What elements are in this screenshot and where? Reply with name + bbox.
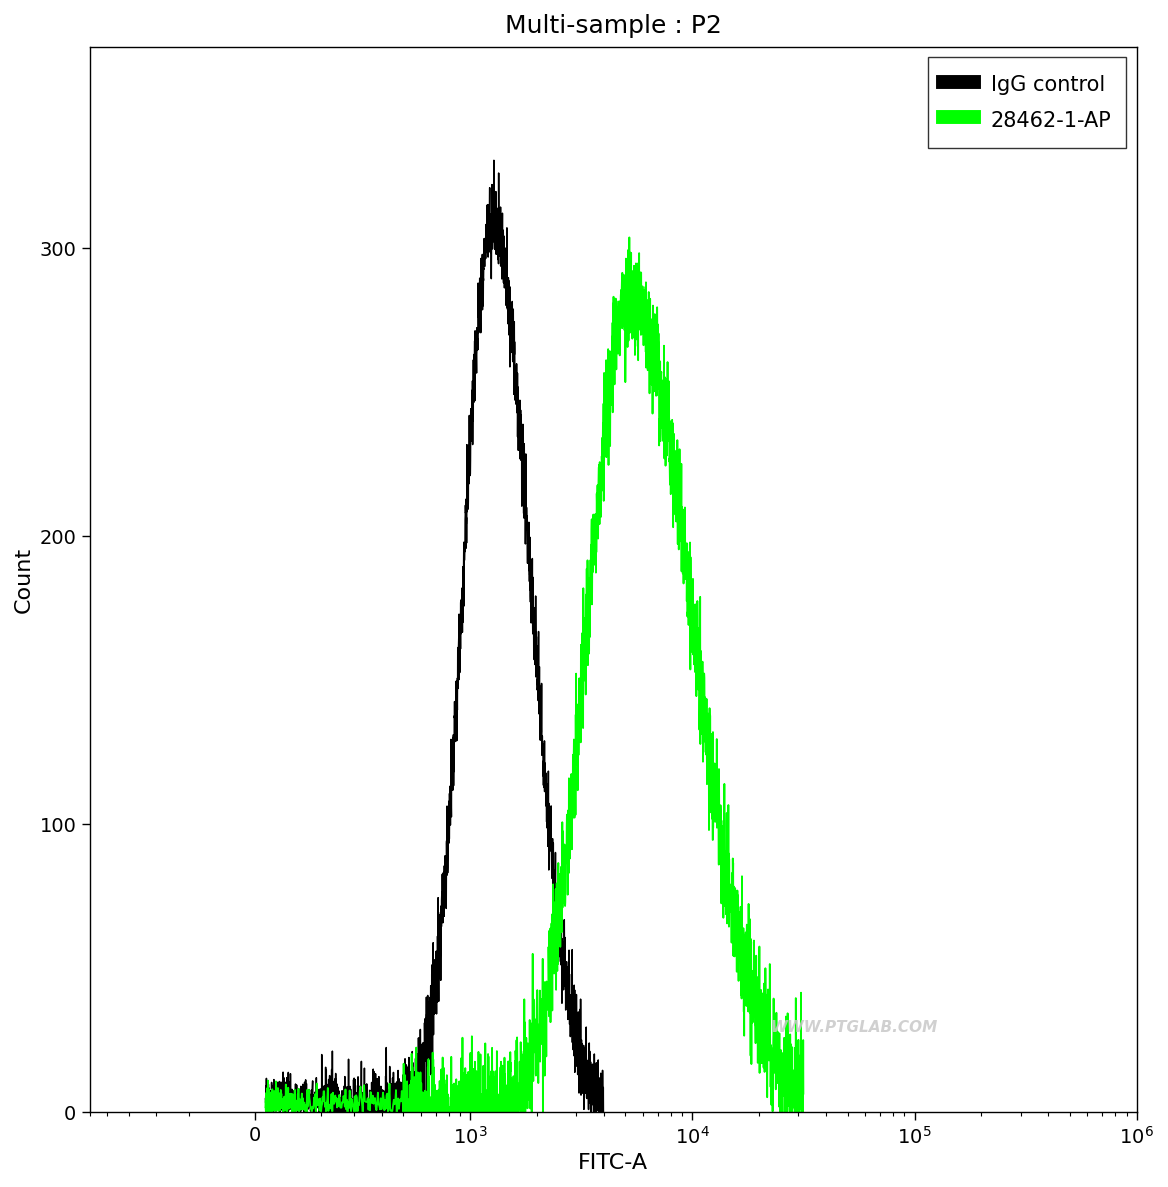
IgG control (543, 825, 557, 839)
Y-axis label: Count: Count (14, 546, 34, 612)
Title: Multi-sample : P2: Multi-sample : P2 (505, 14, 722, 38)
28462-1-AP (290, 1093, 304, 1107)
28462-1-AP (369, 1099, 383, 1113)
IgG control (597, 1105, 611, 1119)
IgG control (306, 1104, 320, 1118)
28462-1-AP (324, 1098, 338, 1112)
IgG control (263, 1104, 277, 1118)
Legend: IgG control, 28462-1-AP: IgG control, 28462-1-AP (929, 57, 1126, 147)
28462-1-AP (265, 1083, 279, 1097)
IgG control (288, 1091, 303, 1105)
X-axis label: FITC-A: FITC-A (578, 1153, 648, 1173)
28462-1-AP (535, 997, 549, 1011)
IgG control (314, 1105, 328, 1119)
Line: IgG control: IgG control (265, 160, 604, 1112)
Text: WWW.PTGLAB.COM: WWW.PTGLAB.COM (771, 1020, 938, 1035)
Line: 28462-1-AP: 28462-1-AP (265, 237, 804, 1112)
IgG control (258, 1092, 272, 1106)
28462-1-AP (258, 1100, 272, 1115)
28462-1-AP (797, 1086, 811, 1100)
28462-1-AP (623, 230, 637, 245)
28462-1-AP (723, 877, 737, 891)
IgG control (276, 1081, 290, 1096)
IgG control (487, 153, 501, 167)
28462-1-AP (396, 1105, 410, 1119)
IgG control (408, 1090, 422, 1104)
